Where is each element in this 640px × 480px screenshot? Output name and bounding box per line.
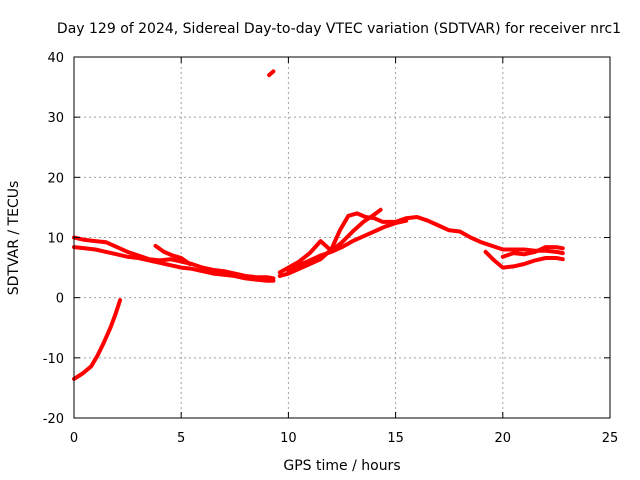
series-track-late-a <box>483 249 565 270</box>
y-tick-label: 0 <box>56 292 64 307</box>
y-axis-label: SDTVAR / TECUs <box>6 181 22 296</box>
y-tick-label: -10 <box>43 352 64 367</box>
series-track-hump <box>153 243 192 266</box>
x-tick-label: 5 <box>177 431 185 446</box>
x-tick-label: 10 <box>280 431 297 446</box>
x-tick-label: 0 <box>70 431 78 446</box>
x-tick-label: 25 <box>602 431 619 446</box>
x-tick-labels: 0 5 10 15 20 25 <box>70 431 618 446</box>
series-track-outlier <box>267 69 276 78</box>
y-tick-label: 30 <box>47 111 64 126</box>
series-track-rise-b <box>277 207 383 275</box>
chart-title: Day 129 of 2024, Sidereal Day-to-day VTE… <box>57 21 621 37</box>
y-tick-labels: -20 -10 0 10 20 30 40 <box>43 51 64 427</box>
y-tick-label: -20 <box>43 412 64 427</box>
grid-lines <box>74 57 610 418</box>
x-tick-label: 15 <box>387 431 404 446</box>
series-track-main-a <box>72 235 276 281</box>
series-track-main-b <box>72 245 276 283</box>
y-tick-label: 40 <box>47 51 64 66</box>
tick-marks <box>73 56 611 419</box>
y-tick-label: 20 <box>47 171 64 186</box>
series-track-rise-c <box>286 218 409 274</box>
y-tick-label: 10 <box>47 232 64 247</box>
x-tick-label: 20 <box>495 431 512 446</box>
series-track-late-b <box>500 245 565 259</box>
data-series <box>72 69 565 381</box>
x-axis-label: GPS time / hours <box>283 458 400 474</box>
series-track-negative <box>72 298 123 381</box>
